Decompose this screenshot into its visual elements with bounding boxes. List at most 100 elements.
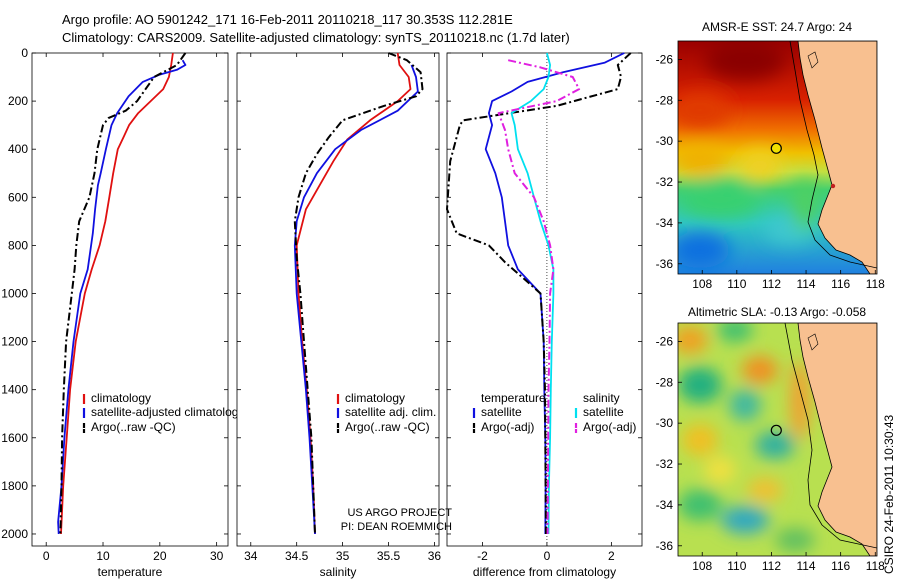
map-y-tick-label: -30 (656, 134, 674, 148)
map-x-tick-label: 116 (831, 277, 850, 291)
sst-coastal-marker (830, 183, 836, 189)
map-x-tick-label: 118 (866, 559, 885, 573)
map-x-tick-label: 118 (866, 277, 885, 291)
project-credit: US ARGO PROJECT (347, 507, 452, 519)
y-tick-label: 1400 (1, 383, 28, 397)
pi-credit: PI: DEAN ROEMMICH (341, 521, 452, 533)
map-x-tick-label: 114 (796, 559, 815, 573)
x-axis-label: difference from climatology (473, 565, 616, 579)
sla-island (807, 333, 819, 351)
sst-patches (678, 41, 819, 268)
legend-entry: climatology (345, 391, 405, 405)
sla-map: Altimetric SLA: -0.13 Argo: -0.058 (656, 305, 886, 573)
map-x-tick-label: 108 (692, 277, 712, 291)
map-y-tick-label: -28 (656, 93, 674, 107)
legend-entry: satellite adj. clim. (345, 405, 436, 419)
map-y-tick-label: -36 (656, 257, 674, 271)
x-tick-label: 36 (428, 549, 442, 563)
y-tick-label: 1000 (1, 286, 28, 300)
map-y-tick-label: -34 (656, 498, 674, 512)
map-x-tick-label: 110 (727, 559, 746, 573)
legend-entry: climatology (91, 391, 151, 405)
x-tick-label: 2 (608, 549, 615, 563)
sst-map-axes: 108 110 112 114 116 118 -26 -28 -30 -32 -34 -36 (656, 52, 886, 291)
sst-map: AMSR-E SST: 24.7 Argo: 24 108 110 112 114 11… (656, 20, 886, 291)
y-tick-label: 1800 (1, 479, 28, 493)
sst-map-frame (677, 40, 878, 275)
sst-map-title: AMSR-E SST: 24.7 Argo: 24 (702, 20, 852, 34)
temperature-panel: 0 10 20 30 temperature 0 200 400 600 800 1000 1200 1… (1, 46, 238, 579)
map-y-tick-label: -26 (656, 334, 674, 348)
y-tick-label: 600 (8, 190, 28, 204)
legend-entry: Argo(..raw -QC) (345, 420, 430, 434)
y-tick-label: 200 (8, 94, 28, 108)
series-line (497, 59, 581, 535)
legend-entry: satellite (481, 405, 522, 419)
sla-argo-location-marker (770, 424, 782, 436)
sst-island (807, 51, 819, 69)
sla-isobath (784, 323, 877, 549)
series-line (59, 52, 187, 535)
salinity-panel: 34 34.5 35 35.5 36 salinity climatologysatelli… (236, 52, 442, 579)
map-y-tick-label: -36 (656, 539, 674, 553)
legend-entry: satellite-adjusted climatolog (91, 405, 238, 419)
map-x-tick-label: 110 (727, 277, 746, 291)
series-line (60, 52, 174, 535)
series-line (293, 64, 419, 535)
sla-patches (678, 323, 815, 552)
map-x-tick-label: 112 (762, 277, 781, 291)
plot-frame (31, 52, 229, 547)
sla-map-title: Altimetric SLA: -0.13 Argo: -0.058 (688, 305, 866, 319)
plot-frame (446, 52, 643, 547)
x-tick-label: 35.5 (377, 549, 401, 563)
series-line (446, 52, 632, 535)
creation-stamp: CSIRO 24-Feb-2011 10:30:43 (882, 414, 896, 574)
map-x-tick-label: 108 (692, 559, 712, 573)
map-y-tick-label: -28 (656, 375, 674, 389)
map-y-tick-label: -34 (656, 216, 674, 230)
series-line (57, 59, 187, 535)
x-tick-label: 0 (544, 549, 551, 563)
map-y-tick-label: -30 (656, 416, 674, 430)
y-tick-label: 800 (8, 238, 28, 252)
y-tick-label: 1600 (1, 431, 28, 445)
sla-map-axes: 108 110 112 114 116 118 -26 -28 -30 -32 -34 -36 (656, 334, 886, 573)
series-line (293, 52, 424, 535)
map-y-tick-label: -32 (656, 457, 674, 471)
map-y-tick-label: -32 (656, 175, 674, 189)
y-tick-label: 400 (8, 142, 28, 156)
x-axis-label: salinity (320, 565, 357, 579)
y-tick-label: 0 (21, 46, 28, 60)
sla-map-frame (677, 322, 878, 557)
map-x-tick-label: 116 (831, 559, 850, 573)
legend-entry: Argo(..raw -QC) (91, 420, 176, 434)
map-x-tick-label: 114 (796, 277, 815, 291)
y-tick-label: 1200 (1, 335, 28, 349)
x-tick-label: 34 (244, 549, 258, 563)
legend-entry: Argo(-adj) (481, 420, 534, 434)
x-tick-label: 35 (336, 549, 350, 563)
x-tick-label: 20 (153, 549, 167, 563)
series-line (295, 52, 412, 535)
plot-frame (236, 52, 440, 547)
sst-isobath (789, 41, 877, 269)
legend-heading: salinity (583, 391, 620, 405)
series-line (484, 52, 625, 535)
x-tick-label: -2 (477, 549, 488, 563)
difference-panel: -2 0 2 difference from climatology temperatu… (446, 52, 643, 579)
map-x-tick-label: 112 (762, 559, 781, 573)
x-tick-label: 34.5 (285, 549, 309, 563)
x-tick-label: 30 (210, 549, 224, 563)
map-y-tick-label: -26 (656, 52, 674, 66)
sla-land (797, 323, 877, 556)
sst-argo-location-marker (770, 142, 782, 154)
x-tick-label: 0 (43, 549, 50, 563)
legend-heading: temperature (481, 391, 546, 405)
x-axis-label: temperature (98, 565, 163, 579)
header-line-2: Climatology: CARS2009. Satellite-adjuste… (62, 30, 570, 45)
x-tick-label: 10 (96, 549, 110, 563)
header-line-1: Argo profile: AO 5901242_171 16-Feb-2011… (62, 12, 513, 27)
sst-land (797, 41, 877, 274)
y-tick-label: 2000 (1, 527, 28, 541)
